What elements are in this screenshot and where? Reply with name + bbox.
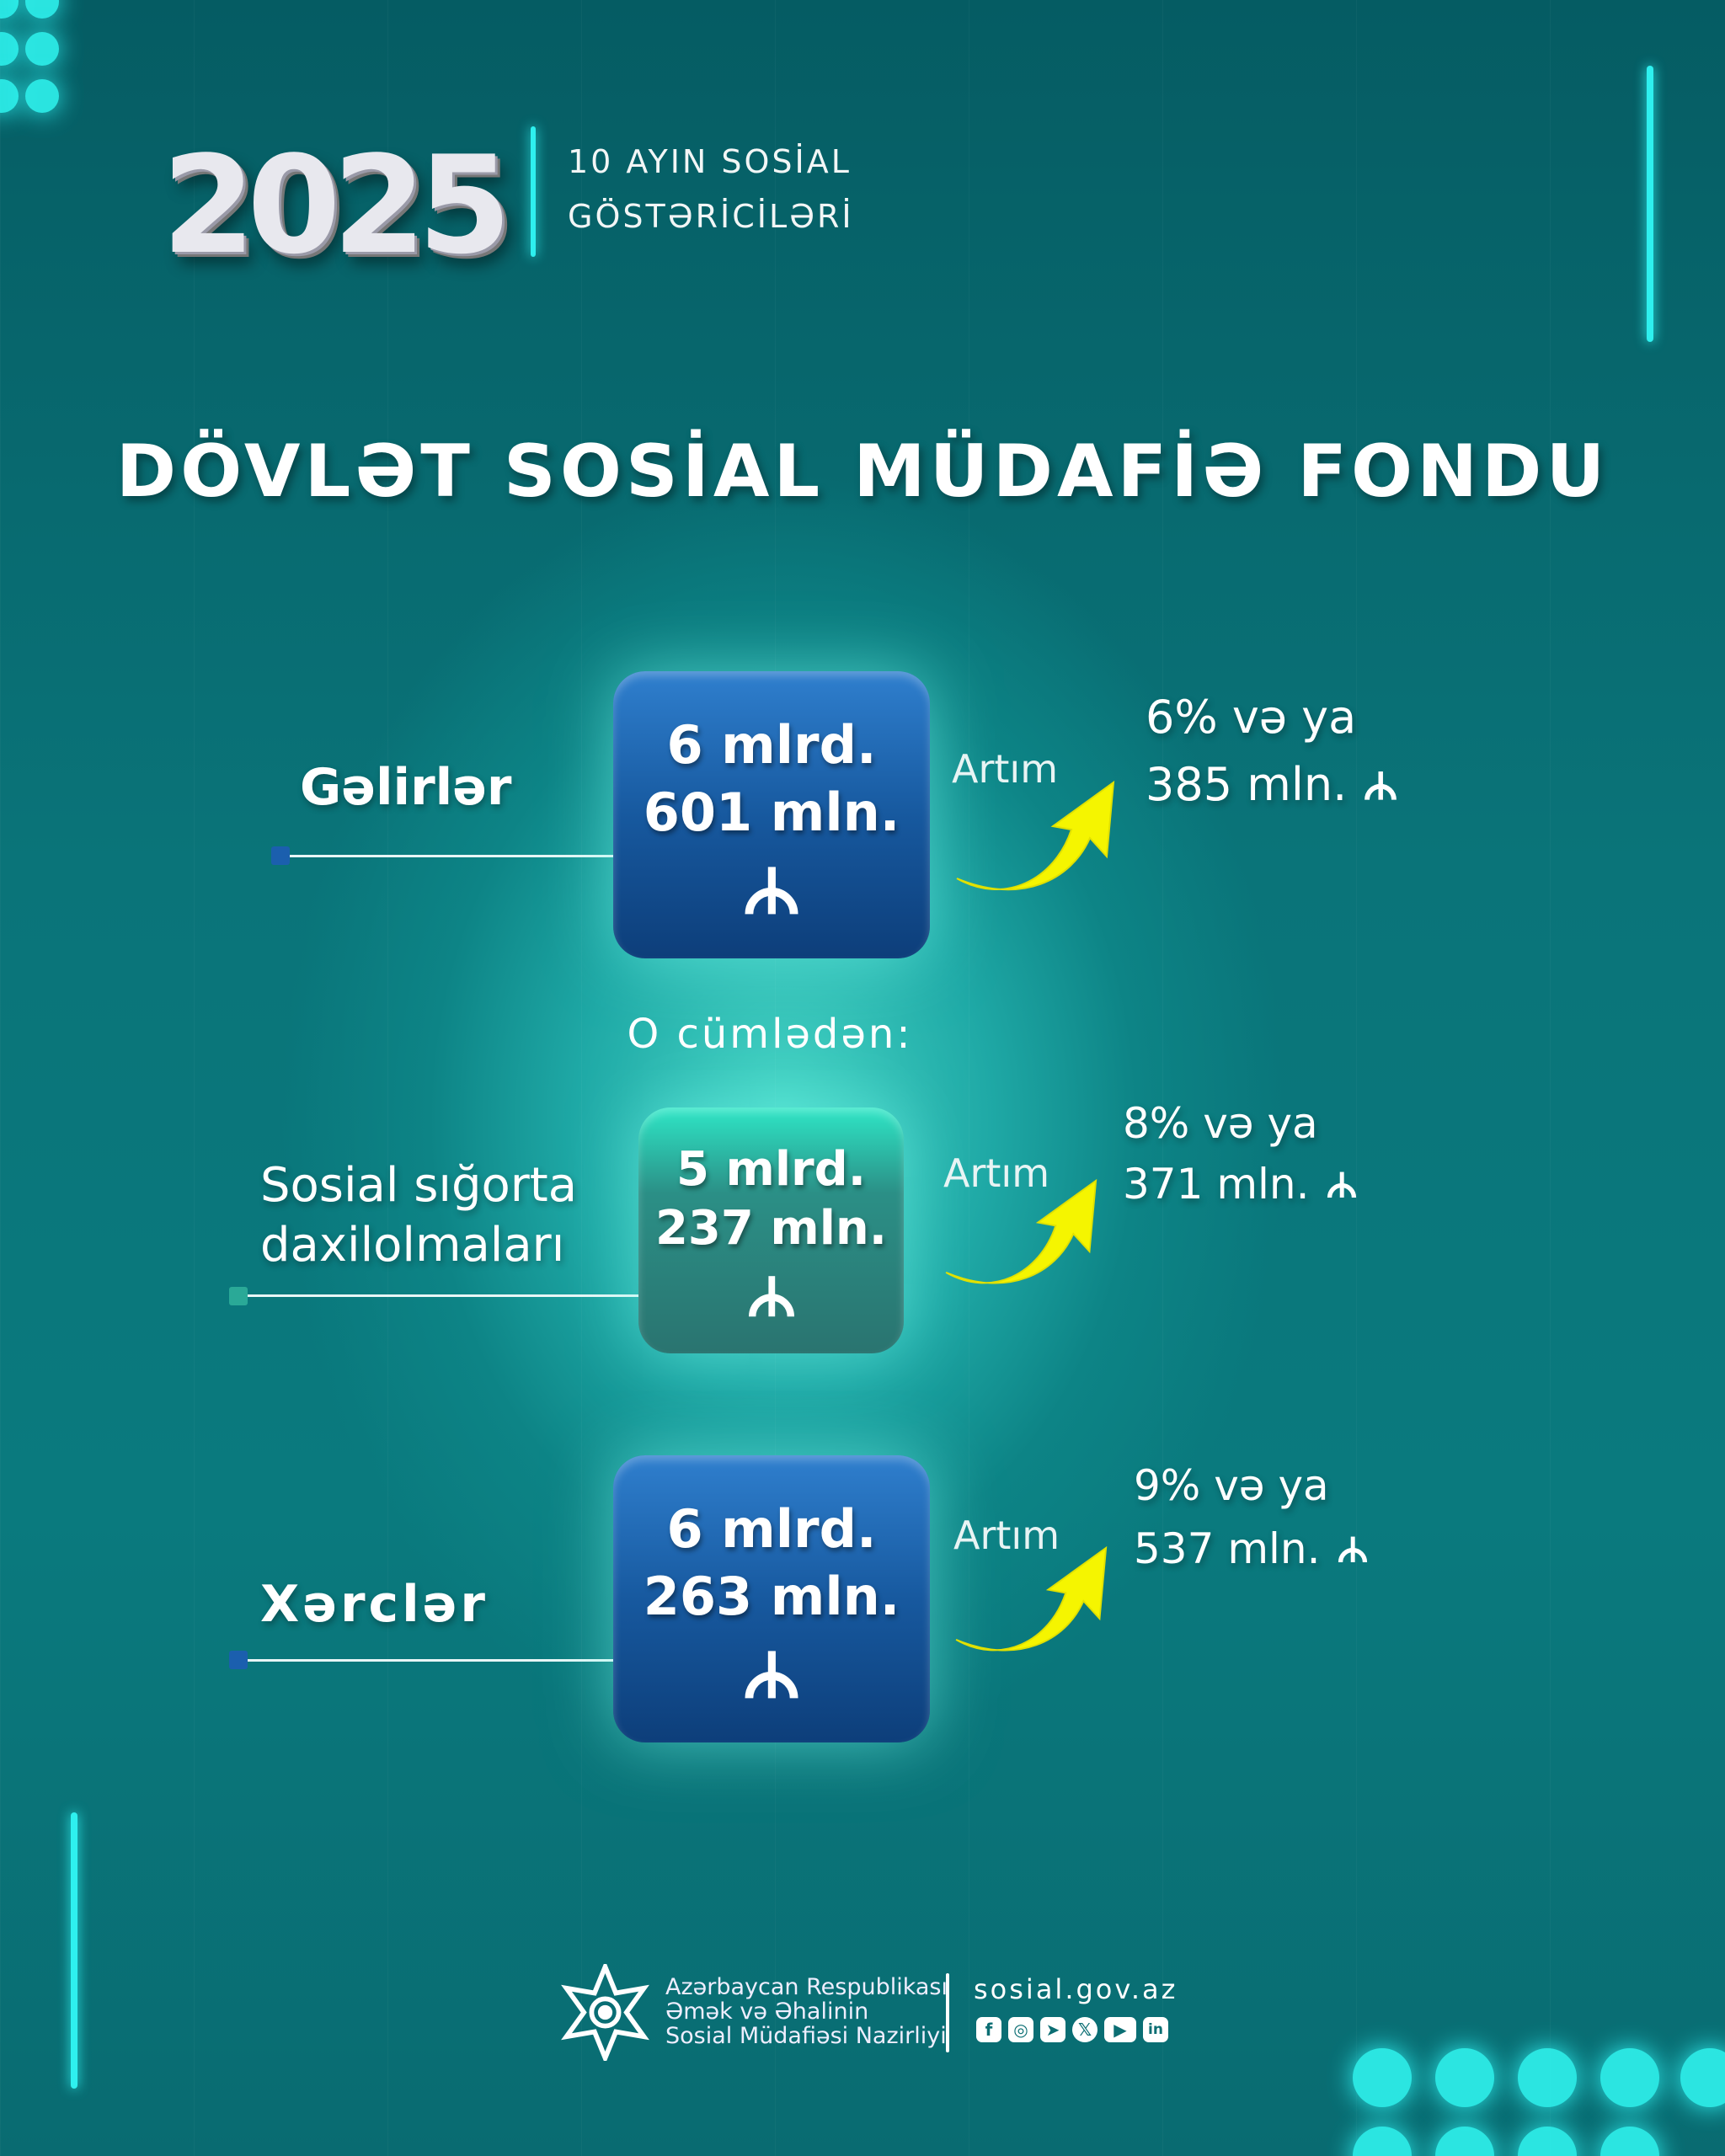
income-value-line1: 6 mlrd. bbox=[666, 713, 877, 776]
manat-icon bbox=[736, 1270, 807, 1321]
increase-label: Artım bbox=[943, 1150, 1050, 1196]
increase-label: Artım bbox=[952, 746, 1059, 792]
decor-dot bbox=[1600, 2048, 1659, 2107]
manat-icon bbox=[731, 1644, 812, 1703]
insurance-card: 5 mlrd. 237 mln. bbox=[638, 1107, 904, 1353]
manat-icon bbox=[731, 860, 812, 919]
insurance-value-line2: 237 mln. bbox=[654, 1201, 888, 1256]
decor-dot bbox=[1353, 2048, 1412, 2107]
decor-dot bbox=[0, 79, 19, 113]
connector-line bbox=[244, 1294, 638, 1297]
insurance-increase-line1: 8% və ya bbox=[1123, 1099, 1318, 1148]
arrow-up-icon bbox=[939, 1177, 1108, 1290]
decor-dot bbox=[25, 32, 59, 66]
expenses-label: Xərclər bbox=[260, 1575, 489, 1634]
insurance-increase-line2: 371 mln. bbox=[1123, 1160, 1310, 1209]
decor-dot bbox=[1435, 2048, 1494, 2107]
org-line3: Sosial Müdafiəsi Nazirliyi bbox=[665, 2023, 947, 2049]
decor-line bbox=[1647, 66, 1653, 342]
decor-dot bbox=[1518, 2048, 1577, 2107]
insurance-label-line2: daxilolmaları bbox=[260, 1218, 565, 1273]
decor-dot bbox=[1680, 2048, 1725, 2107]
manat-icon bbox=[1359, 767, 1402, 803]
manat-icon bbox=[1332, 1533, 1373, 1565]
connector-marker bbox=[229, 1651, 248, 1669]
instagram-icon[interactable]: ◎ bbox=[1008, 2017, 1033, 2042]
page-title: DÖVLƏT SOSİAL MÜDAFİƏ FONDU bbox=[115, 430, 1610, 514]
insurance-increase-amount: 371 mln. bbox=[1123, 1150, 1362, 1218]
year-heading: 2025 bbox=[162, 126, 511, 284]
income-increase-line2: 385 mln. bbox=[1146, 758, 1348, 811]
expenses-value-line1: 6 mlrd. bbox=[666, 1497, 877, 1560]
header-divider bbox=[531, 126, 536, 257]
expenses-value-line2: 263 mln. bbox=[643, 1565, 900, 1627]
expenses-increase-amount: 537 mln. bbox=[1134, 1515, 1373, 1582]
subtitle-line1: 10 AYIN SOSİAL bbox=[568, 143, 852, 180]
insurance-label-line1: Sosial sığorta bbox=[260, 1158, 578, 1213]
expenses-increase-line2: 537 mln. bbox=[1134, 1524, 1321, 1573]
telegram-icon[interactable]: ➤ bbox=[1040, 2017, 1065, 2042]
increase-label: Artım bbox=[953, 1513, 1060, 1558]
decor-line bbox=[71, 1812, 77, 2089]
arrow-up-icon bbox=[949, 1545, 1118, 1657]
income-increase-line1: 6% və ya bbox=[1146, 691, 1357, 744]
decor-dot bbox=[25, 79, 59, 113]
expenses-increase-line1: 9% və ya bbox=[1134, 1461, 1329, 1510]
manat-icon bbox=[1322, 1168, 1362, 1200]
decor-dot bbox=[25, 0, 59, 19]
org-line1: Azərbaycan Respublikası bbox=[665, 1974, 948, 2000]
org-line2: Əmək və Əhalinin bbox=[665, 1999, 869, 2025]
subtitle-line2: GÖSTƏRİCİLƏRİ bbox=[568, 198, 854, 235]
connector-marker bbox=[271, 846, 290, 865]
income-value-line2: 601 mln. bbox=[643, 781, 900, 843]
ministry-logo bbox=[561, 1964, 649, 2061]
connector-line bbox=[244, 1659, 613, 1662]
connector-line bbox=[283, 855, 613, 857]
income-label: Gəlirlər bbox=[300, 758, 512, 817]
x-icon[interactable]: 𝕏 bbox=[1072, 2017, 1097, 2042]
including-label: O cümlədən: bbox=[627, 1011, 913, 1058]
expenses-card: 6 mlrd. 263 mln. bbox=[613, 1455, 930, 1742]
decor-dot bbox=[0, 32, 19, 66]
website-link[interactable]: sosial.gov.az bbox=[974, 1973, 1178, 2005]
linkedin-icon[interactable]: in bbox=[1143, 2017, 1168, 2042]
youtube-icon[interactable]: ▶ bbox=[1104, 2017, 1136, 2042]
arrow-up-icon bbox=[949, 779, 1126, 897]
income-card: 6 mlrd. 601 mln. bbox=[613, 671, 930, 958]
insurance-value-line1: 5 mlrd. bbox=[676, 1142, 866, 1197]
connector-marker bbox=[229, 1287, 248, 1305]
footer-divider bbox=[946, 1973, 949, 2052]
facebook-icon[interactable]: f bbox=[976, 2017, 1001, 2042]
income-increase-amount: 385 mln. bbox=[1146, 751, 1402, 819]
social-links: f ◎ ➤ 𝕏 ▶ in bbox=[976, 2017, 1175, 2042]
